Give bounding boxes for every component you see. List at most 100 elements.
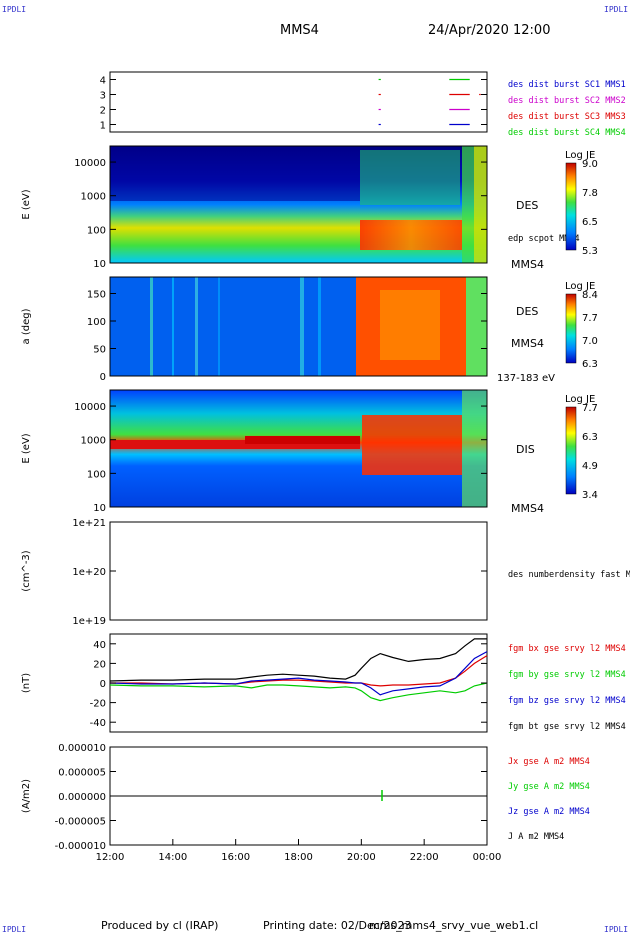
ytick-label-des_pitch: 150: [87, 290, 106, 301]
colorbar-dis_energy: [565, 406, 577, 495]
colorbar-des_pitch: [565, 293, 577, 364]
des-energy-hot-band: [360, 220, 462, 250]
panel-dis-energy: [109, 389, 488, 508]
panel-dis-energy-frame: [109, 389, 488, 508]
colorbar-tick-des_pitch: 8.4: [582, 290, 598, 301]
spectrogram-label-dis_energy: DIS: [516, 443, 535, 456]
ylabel-des_energy: E (eV): [21, 189, 32, 219]
panel-des-pitch-frame: [109, 276, 488, 377]
des-energy-lowflux: [110, 146, 360, 201]
pitch-stripe: [172, 277, 174, 376]
sc-label-des_pitch: MMS4: [511, 337, 544, 350]
ytick-label-current: -0.000010: [55, 841, 106, 852]
sc-label-dis_energy: MMS4: [511, 502, 544, 515]
ytick-label-dis_energy: 100: [87, 469, 106, 480]
pitch-stripe: [218, 277, 220, 376]
ytick-label-des_pitch: 50: [93, 345, 106, 356]
colorbar-tick-des_energy: 9.0: [582, 159, 598, 170]
panel-current: [109, 746, 488, 846]
panel-density: [109, 521, 488, 621]
ytick-label-fgm: -20: [90, 699, 106, 710]
colorbar-tick-des_pitch: 7.7: [582, 313, 598, 324]
legend-burst-4: des dist burst SC4 MMS4: [508, 128, 626, 138]
corner-label-tr: IPDLI: [604, 5, 628, 14]
spectrogram-label-des_pitch: DES: [516, 305, 538, 318]
panel-fgm: [109, 633, 488, 733]
legend-density: des numberdensity fast M: [508, 570, 630, 580]
ytick-label-burst: 3: [100, 91, 106, 102]
xtick-label: 22:00: [410, 852, 439, 863]
des-pitch-hot2: [380, 290, 440, 360]
ytick-label-fgm: 20: [93, 659, 106, 670]
ytick-label-dis_energy: 1000: [81, 436, 106, 447]
datetime-title: 24/Apr/2020 12:00: [428, 23, 550, 38]
footer-produced-by: Produced by cl (IRAP): [101, 919, 218, 932]
ytick-label-des_pitch: 100: [87, 317, 106, 328]
ytick-label-fgm: 0: [100, 679, 106, 690]
ytick-label-burst: 4: [100, 76, 106, 87]
pitch-stripe: [150, 277, 153, 376]
colorbar-tick-dis_energy: 7.7: [582, 403, 598, 414]
ytick-label-current: 0.000000: [58, 792, 106, 803]
legend-fgm-1: fgm bx gse srvy l2 MMS4: [508, 644, 626, 654]
sc-label-des_energy: MMS4: [511, 258, 544, 271]
corner-label-br: IPDLI: [604, 925, 628, 934]
dis-energy-ion-beam: [110, 440, 360, 449]
corner-label-tl: IPDLI: [2, 5, 26, 14]
colorbar-title-des_energy: Log JE: [565, 150, 595, 161]
ytick-label-des_energy: 1000: [81, 192, 106, 203]
ytick-label-des_energy: 100: [87, 225, 106, 236]
des-energy-edge2: [474, 146, 487, 263]
legend-current-4: J A m2 MMS4: [508, 832, 564, 842]
pitch-stripe: [300, 277, 304, 376]
panel-fgm-frame: [109, 633, 488, 733]
ylabel-dis_energy: E (eV): [21, 433, 32, 463]
fgm-series-By: [109, 682, 488, 702]
panel-des-energy-frame: [109, 145, 488, 264]
legend-burst-3: des dist burst SC3 MMS3: [508, 112, 626, 122]
panel-des-energy: [109, 145, 488, 264]
des-pitch-low: [110, 277, 360, 376]
des-energy-highE: [360, 150, 460, 205]
legend-fgm-2: fgm by gse srvy l2 MMS4: [508, 670, 626, 680]
ytick-label-des_pitch: 0: [100, 372, 106, 383]
dis-energy-ion-beam2: [245, 436, 360, 444]
colorbar-tick-des_energy: 7.8: [582, 188, 598, 199]
ylabel-des_pitch: a (deg): [21, 308, 32, 344]
xtick-label: 16:00: [221, 852, 250, 863]
energy-range-label: 137-183 eV: [497, 373, 555, 384]
ytick-label-current: -0.000005: [55, 817, 106, 828]
colorbar-des_energy: [565, 162, 577, 251]
colorbar-tick-des_energy: 6.5: [582, 217, 598, 228]
dis-energy-hot: [362, 415, 462, 475]
panel-burst-frame: [109, 71, 488, 133]
ylabel-current: (A/m2): [21, 779, 32, 813]
xtick-label: 18:00: [284, 852, 313, 863]
legend-fgm-4: fgm bt gse srvy l2 MMS4: [508, 722, 626, 732]
legend-fgm-3: fgm bz gse srvy l2 MMS4: [508, 696, 626, 706]
spectrogram-label-des_energy: DES: [516, 199, 538, 212]
ytick-label-burst: 1: [100, 121, 106, 132]
spacecraft-title: MMS4: [280, 23, 319, 38]
legend-current-3: Jz gse A m2 MMS4: [508, 807, 590, 817]
xtick-label: 20:00: [347, 852, 376, 863]
ylabel-fgm: (nT): [21, 673, 32, 693]
colorbar-title-des_pitch: Log JE: [565, 281, 595, 292]
ytick-label-des_energy: 10: [93, 259, 106, 270]
xtick-label: 14:00: [158, 852, 187, 863]
ytick-label-density: 1e+19: [72, 616, 106, 627]
xtick-label: 12:00: [96, 852, 125, 863]
xtick-label: 00:00: [473, 852, 502, 863]
colorbar-tick-des_pitch: 6.3: [582, 359, 598, 370]
pitch-stripe: [195, 277, 198, 376]
ytick-label-current: 0.000010: [58, 743, 106, 754]
colorbar-title-dis_energy: Log JE: [565, 394, 595, 405]
ytick-label-des_energy: 10000: [74, 158, 106, 169]
footer-printing-date: Printing date: 02/Dec/2023: [263, 919, 412, 932]
panel-burst: des dist burst SC1 MMS1 des dist burst SC…: [109, 71, 626, 138]
legend-current-1: Jx gse A m2 MMS4: [508, 757, 590, 767]
des-pitch-edge: [466, 277, 487, 376]
fgm-series-Bz: [109, 651, 488, 696]
corner-label-bl: IPDLI: [2, 925, 26, 934]
